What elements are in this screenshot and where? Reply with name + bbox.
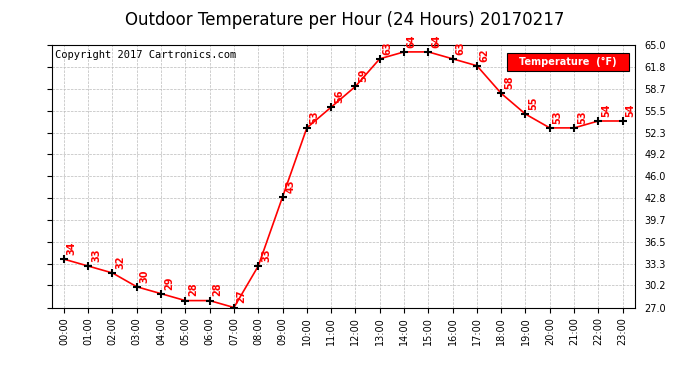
Text: 43: 43 <box>286 179 295 193</box>
Text: 34: 34 <box>67 242 77 255</box>
Text: 62: 62 <box>480 48 490 62</box>
Text: 30: 30 <box>139 269 150 283</box>
Text: Outdoor Temperature per Hour (24 Hours) 20170217: Outdoor Temperature per Hour (24 Hours) … <box>126 11 564 29</box>
Text: 53: 53 <box>553 110 562 124</box>
Text: 28: 28 <box>213 283 222 296</box>
Text: 54: 54 <box>601 104 611 117</box>
Text: 53: 53 <box>577 110 586 124</box>
Text: 63: 63 <box>382 41 393 55</box>
Text: Temperature  (°F): Temperature (°F) <box>519 57 617 67</box>
Text: Copyright 2017 Cartronics.com: Copyright 2017 Cartronics.com <box>55 50 236 60</box>
Text: 33: 33 <box>91 248 101 262</box>
Text: 54: 54 <box>625 104 635 117</box>
Text: 55: 55 <box>529 96 538 110</box>
FancyBboxPatch shape <box>506 53 629 71</box>
Text: 33: 33 <box>261 248 271 262</box>
Text: 58: 58 <box>504 76 514 89</box>
Text: 64: 64 <box>431 34 441 48</box>
Text: 27: 27 <box>237 290 247 303</box>
Text: 29: 29 <box>164 276 174 290</box>
Text: 64: 64 <box>407 34 417 48</box>
Text: 63: 63 <box>455 41 465 55</box>
Text: 53: 53 <box>310 110 319 124</box>
Text: 28: 28 <box>188 283 198 296</box>
Text: 59: 59 <box>358 69 368 82</box>
Text: 56: 56 <box>334 90 344 103</box>
Text: 32: 32 <box>115 255 126 269</box>
